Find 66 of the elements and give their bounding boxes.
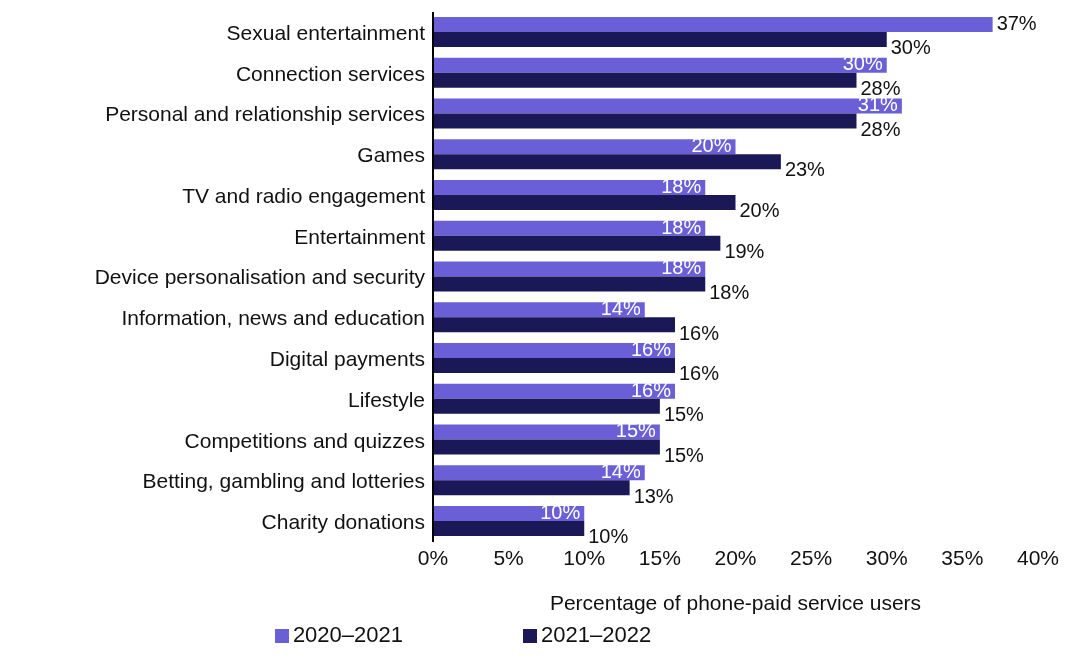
y-tick-label: Charity donations bbox=[261, 510, 425, 534]
data-label: 20% bbox=[739, 199, 780, 222]
x-tick-label: 5% bbox=[493, 545, 524, 569]
data-label: 18% bbox=[709, 280, 750, 303]
bar bbox=[433, 521, 585, 537]
data-label: 16% bbox=[679, 362, 720, 385]
bar bbox=[433, 424, 660, 440]
data-label: 13% bbox=[633, 484, 674, 507]
data-label: 15% bbox=[663, 403, 705, 426]
bar bbox=[433, 57, 887, 73]
y-tick-label: Personal and relationship services bbox=[105, 102, 425, 126]
data-label: 30% bbox=[890, 36, 931, 59]
bar bbox=[433, 465, 645, 481]
x-tick-label: 0% bbox=[417, 545, 449, 569]
bar bbox=[433, 358, 675, 374]
bar bbox=[433, 276, 706, 292]
x-tick-label: 40% bbox=[1016, 545, 1060, 569]
data-label: 16% bbox=[679, 321, 720, 344]
x-tick-label: 15% bbox=[638, 545, 681, 569]
bar bbox=[433, 220, 706, 236]
bar bbox=[433, 179, 706, 195]
y-tick-label: Connection services bbox=[235, 61, 425, 85]
bar bbox=[433, 16, 993, 32]
bar bbox=[433, 398, 660, 414]
bar bbox=[433, 113, 857, 129]
data-label: 10% bbox=[588, 525, 629, 548]
bar bbox=[433, 480, 630, 496]
x-tick-label: 25% bbox=[790, 545, 833, 569]
y-tick-label: Digital payments bbox=[269, 346, 425, 370]
bar bbox=[433, 383, 675, 399]
x-tick-label: 20% bbox=[714, 545, 757, 569]
data-label: 16% bbox=[630, 378, 672, 401]
bar bbox=[433, 194, 736, 210]
y-tick-label: Betting, gambling and lotteries bbox=[142, 469, 425, 493]
y-tick-label: TV and radio engagement bbox=[182, 183, 426, 207]
data-label: 28% bbox=[860, 117, 901, 140]
data-label: 37% bbox=[996, 11, 1037, 34]
data-label: 18% bbox=[661, 215, 702, 238]
y-tick-label: Lifestyle bbox=[347, 387, 425, 411]
bar bbox=[433, 72, 857, 88]
bar bbox=[433, 261, 706, 277]
bar bbox=[433, 139, 736, 155]
y-tick-label: Sexual entertainment bbox=[226, 20, 426, 44]
x-axis-title: Percentage of phone-paid service users bbox=[549, 591, 922, 614]
y-tick-label: Device personalisation and security bbox=[94, 265, 426, 289]
bar bbox=[433, 343, 675, 359]
data-label: 23% bbox=[784, 158, 826, 181]
data-label: 19% bbox=[724, 240, 765, 263]
legend-label: 2021–2022 bbox=[541, 622, 652, 647]
bar bbox=[433, 154, 781, 170]
bar bbox=[433, 439, 660, 455]
legend-label: 2020–2021 bbox=[292, 622, 403, 647]
bar bbox=[433, 302, 645, 318]
x-tick-label: 30% bbox=[865, 545, 908, 569]
bar bbox=[433, 317, 675, 333]
y-tick-label: Games bbox=[357, 143, 425, 167]
bar bbox=[433, 235, 721, 251]
data-label: 28% bbox=[860, 76, 901, 99]
x-tick-label: 35% bbox=[941, 545, 984, 569]
y-tick-label: Competitions and quizzes bbox=[184, 428, 425, 452]
y-tick-label: Information, news and education bbox=[121, 306, 425, 330]
bar bbox=[433, 31, 887, 47]
y-tick-label: Entertainment bbox=[294, 224, 426, 248]
data-label: 15% bbox=[663, 443, 705, 466]
x-tick-label: 10% bbox=[563, 545, 606, 569]
bar bbox=[433, 98, 902, 114]
